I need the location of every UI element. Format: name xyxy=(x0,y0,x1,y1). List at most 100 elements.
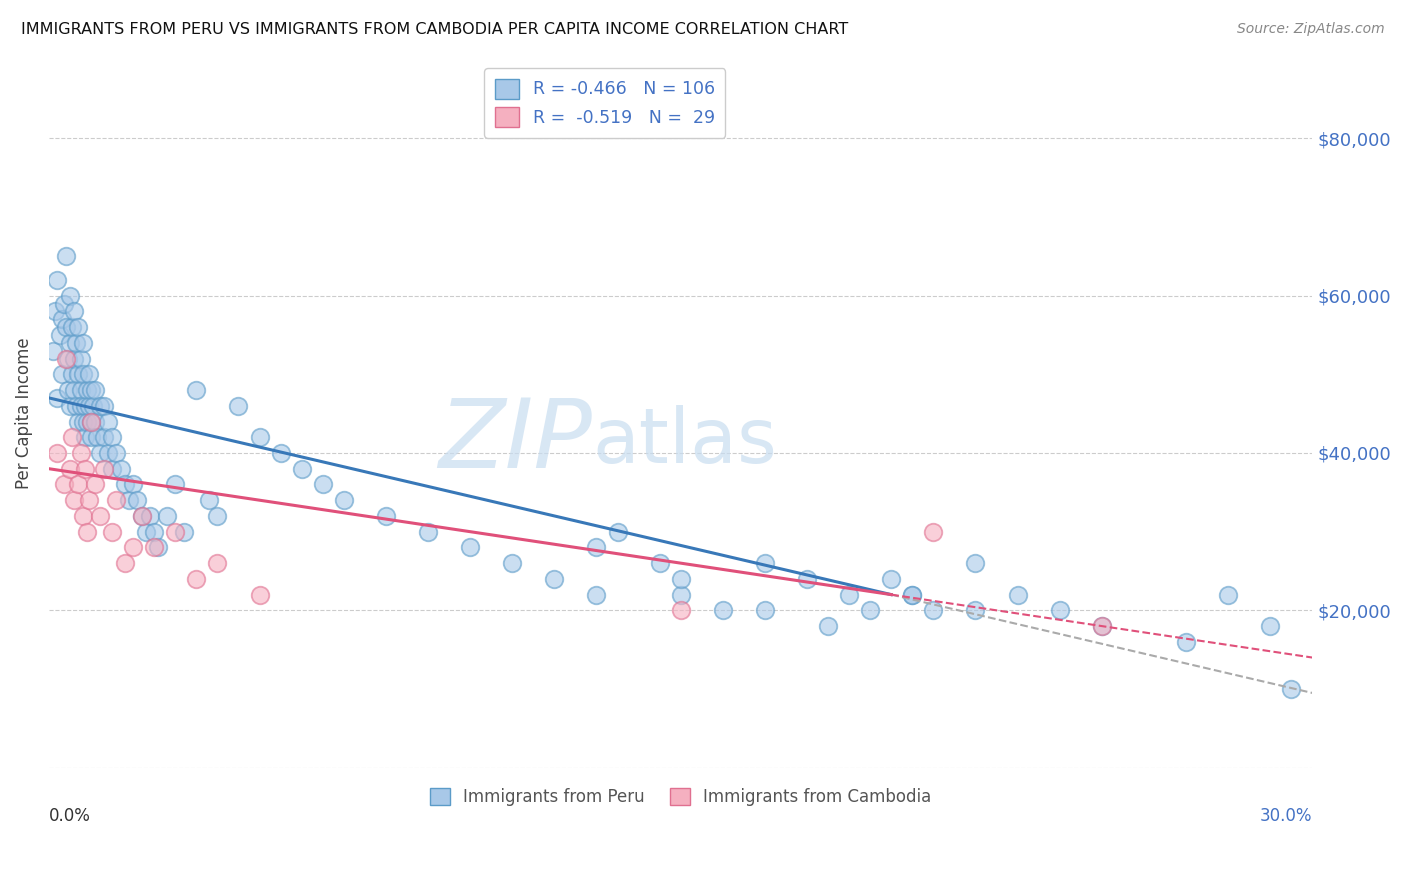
Point xyxy=(72,508,94,523)
Point xyxy=(135,524,157,539)
Point xyxy=(901,588,924,602)
Point xyxy=(44,304,66,318)
Text: 0.0%: 0.0% xyxy=(49,806,91,824)
Point xyxy=(669,572,692,586)
Point xyxy=(122,477,145,491)
Point xyxy=(52,296,75,310)
Point xyxy=(207,508,229,523)
Point xyxy=(901,588,924,602)
Point xyxy=(42,343,65,358)
Point xyxy=(67,415,90,429)
Point xyxy=(80,383,103,397)
Point xyxy=(118,493,141,508)
Point xyxy=(648,556,671,570)
Point xyxy=(77,399,100,413)
Point xyxy=(416,524,439,539)
Point xyxy=(73,430,96,444)
Point xyxy=(1279,681,1302,696)
Point xyxy=(73,461,96,475)
Point xyxy=(139,508,162,523)
Point xyxy=(156,508,179,523)
Point xyxy=(114,556,136,570)
Point xyxy=(127,493,149,508)
Point xyxy=(93,430,115,444)
Point xyxy=(922,524,945,539)
Point xyxy=(585,541,607,555)
Point xyxy=(101,524,124,539)
Point xyxy=(48,328,70,343)
Point xyxy=(143,541,166,555)
Point xyxy=(97,415,120,429)
Point xyxy=(669,588,692,602)
Point xyxy=(207,556,229,570)
Legend: R = -0.466   N = 106, R =  -0.519   N =  29: R = -0.466 N = 106, R = -0.519 N = 29 xyxy=(484,69,725,138)
Point xyxy=(63,493,86,508)
Point xyxy=(67,477,90,491)
Point xyxy=(55,351,77,366)
Point xyxy=(89,399,111,413)
Point xyxy=(1091,619,1114,633)
Point xyxy=(55,320,77,334)
Point xyxy=(965,603,987,617)
Point xyxy=(374,508,396,523)
Point xyxy=(60,430,83,444)
Point xyxy=(59,288,82,302)
Point xyxy=(173,524,195,539)
Point xyxy=(606,524,628,539)
Point xyxy=(965,556,987,570)
Point xyxy=(52,477,75,491)
Text: IMMIGRANTS FROM PERU VS IMMIGRANTS FROM CAMBODIA PER CAPITA INCOME CORRELATION C: IMMIGRANTS FROM PERU VS IMMIGRANTS FROM … xyxy=(21,22,848,37)
Point xyxy=(122,541,145,555)
Point xyxy=(67,320,90,334)
Point xyxy=(46,391,69,405)
Point xyxy=(72,415,94,429)
Point xyxy=(249,430,271,444)
Point xyxy=(198,493,221,508)
Point xyxy=(105,446,128,460)
Text: Source: ZipAtlas.com: Source: ZipAtlas.com xyxy=(1237,22,1385,37)
Point xyxy=(80,430,103,444)
Point xyxy=(922,603,945,617)
Point xyxy=(55,249,77,263)
Point xyxy=(585,588,607,602)
Point xyxy=(817,619,839,633)
Point xyxy=(186,383,208,397)
Point xyxy=(46,273,69,287)
Point xyxy=(838,588,860,602)
Point xyxy=(1218,588,1240,602)
Point xyxy=(110,461,132,475)
Point xyxy=(143,524,166,539)
Point xyxy=(69,399,91,413)
Point xyxy=(249,588,271,602)
Text: atlas: atlas xyxy=(592,405,778,479)
Point xyxy=(148,541,170,555)
Point xyxy=(89,508,111,523)
Y-axis label: Per Capita Income: Per Capita Income xyxy=(15,338,32,490)
Point xyxy=(51,312,73,326)
Point xyxy=(796,572,818,586)
Point xyxy=(165,477,187,491)
Point xyxy=(114,477,136,491)
Point xyxy=(333,493,356,508)
Point xyxy=(76,524,98,539)
Point xyxy=(84,477,107,491)
Point xyxy=(458,541,481,555)
Point xyxy=(65,335,87,350)
Point xyxy=(270,446,292,460)
Point xyxy=(65,399,87,413)
Point xyxy=(93,461,115,475)
Point xyxy=(63,383,86,397)
Text: ZIP: ZIP xyxy=(439,395,592,489)
Point xyxy=(859,603,882,617)
Point xyxy=(84,415,107,429)
Text: 30.0%: 30.0% xyxy=(1260,806,1312,824)
Point xyxy=(101,461,124,475)
Point xyxy=(543,572,565,586)
Point xyxy=(131,508,153,523)
Point xyxy=(1049,603,1071,617)
Point xyxy=(46,446,69,460)
Point xyxy=(669,603,692,617)
Point xyxy=(67,368,90,382)
Point xyxy=(69,446,91,460)
Point xyxy=(1258,619,1281,633)
